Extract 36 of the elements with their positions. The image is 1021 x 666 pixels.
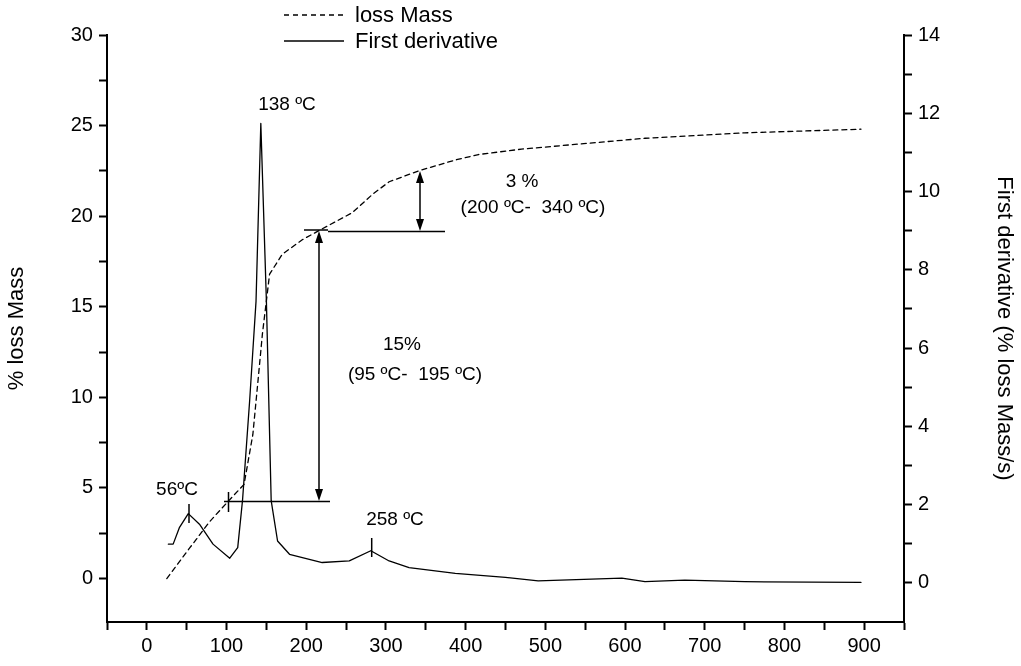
y-tick-label: 5 bbox=[81, 475, 93, 498]
y-tick-label: 25 bbox=[70, 113, 93, 136]
y2-axis-title: First derivative (% loss Mass/s) bbox=[992, 176, 1018, 481]
legend-label: First derivative bbox=[355, 28, 499, 54]
y-tick-label: 0 bbox=[81, 566, 93, 589]
annotation: 258 ºC bbox=[366, 508, 424, 530]
x-tick-label: 900 bbox=[847, 633, 881, 656]
x-tick-label: 600 bbox=[608, 633, 642, 656]
annotation: 15% bbox=[382, 333, 422, 355]
y2-tick-label: 8 bbox=[918, 257, 930, 280]
x-tick-label: 300 bbox=[369, 633, 403, 656]
annotation: 138 ºC bbox=[258, 93, 316, 115]
x-tick-label: 200 bbox=[289, 633, 323, 656]
y2-tick-label: 2 bbox=[918, 492, 930, 515]
y2-tick-label: 14 bbox=[918, 22, 941, 45]
x-tick-label: 700 bbox=[688, 633, 722, 656]
y2-tick-label: 12 bbox=[918, 100, 941, 123]
y2-tick-label: 6 bbox=[918, 335, 930, 358]
x-tick-label: 0 bbox=[141, 633, 153, 656]
annotation: (95 ºC- 195 ºC) bbox=[347, 363, 483, 385]
y-tick-label: 30 bbox=[70, 22, 93, 45]
y-tick-label: 15 bbox=[70, 294, 93, 317]
annotation: 56ºC bbox=[156, 478, 198, 500]
x-tick-label: 800 bbox=[767, 633, 802, 656]
x-tick-label: 100 bbox=[209, 633, 244, 656]
y2-tick-label: 4 bbox=[918, 413, 930, 436]
y-axis-title: % loss Mass bbox=[3, 266, 29, 391]
legend-label: loss Mass bbox=[355, 2, 453, 28]
y2-tick-label: 10 bbox=[918, 179, 941, 202]
annotation: 3 % bbox=[505, 170, 539, 192]
y-tick-label: 20 bbox=[70, 203, 93, 226]
annotation: (200 ºC- 340 ºC) bbox=[460, 196, 606, 218]
y2-tick-label: 0 bbox=[918, 570, 930, 593]
y-tick-label: 10 bbox=[70, 384, 93, 407]
x-tick-label: 500 bbox=[528, 633, 563, 656]
x-tick-label: 400 bbox=[448, 633, 483, 656]
